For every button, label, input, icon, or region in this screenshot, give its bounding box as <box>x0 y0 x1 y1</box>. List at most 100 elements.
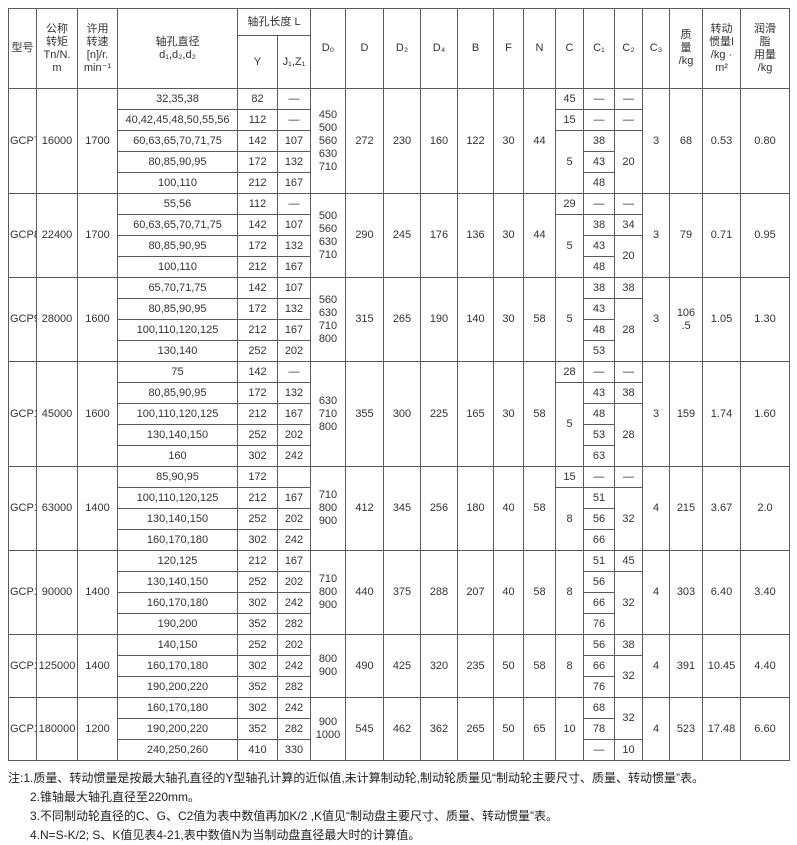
cell-bore: 160,170,180 <box>117 529 238 551</box>
cell-model: GCP8 <box>8 193 37 278</box>
cell-d4: 176 <box>420 193 458 278</box>
cell-n: 58 <box>523 466 556 551</box>
cell-length-y: 82 <box>237 88 278 110</box>
cell-length-j: 202 <box>277 340 311 362</box>
cell-bore: 130,140 <box>117 340 238 362</box>
cell-c2: 32 <box>614 571 643 635</box>
col-header-j: J₁,Z₁ <box>277 35 311 89</box>
table-row: 40,42,45,48,50,55,56 112—15— — <box>9 109 790 131</box>
cell-c1: 76 <box>583 613 615 635</box>
cell-c1: 48 <box>583 403 615 425</box>
cell-bore: 160 <box>117 445 238 467</box>
table-header: 型号 公称 转矩 Tn/N. m 许用 转速 [n]/r. min⁻¹ 轴孔直径… <box>8 8 790 89</box>
cell-c1: 66 <box>583 529 615 551</box>
cell-d4: 160 <box>420 88 458 194</box>
table-row: 130,140 252 202 53 <box>9 340 790 362</box>
cell-length-j: 282 <box>277 718 311 740</box>
col-header-y: Y <box>237 35 278 89</box>
cell-length-y: 302 <box>237 445 278 467</box>
cell-c1: 56 <box>583 571 615 593</box>
cell-model: GCP13 <box>8 634 37 698</box>
col-header-b: B <box>457 8 494 89</box>
cell-c1: 38 <box>583 277 615 299</box>
cell-n: 58 <box>523 634 556 698</box>
cell-length-j: 132 <box>277 382 311 404</box>
cell-d4: 362 <box>420 697 458 761</box>
cell-length-j: 167 <box>277 487 311 509</box>
cell-length-j: 167 <box>277 172 311 194</box>
col-header-bore: 轴孔直径 d₁,d₂,d₂ <box>117 8 238 89</box>
cell-length-j: 107 <box>277 214 311 236</box>
cell-c1: 66 <box>583 655 615 677</box>
col-header-c2: C₂ <box>614 8 643 89</box>
cell-d0: 800 900 <box>310 634 346 698</box>
cell-length-y: 252 <box>237 340 278 362</box>
cell-bore: 80,85,90,95 <box>117 151 238 173</box>
cell-c1: 51 <box>583 487 615 509</box>
cell-c: 5 <box>555 382 584 467</box>
cell-n: 44 <box>523 193 556 278</box>
footnote-2: 2.锥轴最大轴孔直径至220mm。 <box>30 790 201 804</box>
cell-length-y: 302 <box>237 655 278 677</box>
cell-c: 45 <box>555 88 584 110</box>
cell-length-y: 142 <box>237 361 278 383</box>
cell-length-y: 172 <box>237 151 278 173</box>
col-header-torque: 公称 转矩 Tn/N. m <box>36 8 78 89</box>
cell-d2: 425 <box>383 634 421 698</box>
cell-bore: 120,125 <box>117 550 238 572</box>
table-row: 130,140,150 252 202 56 32 <box>9 571 790 635</box>
cell-speed: 1600 <box>77 361 118 467</box>
col-header-d4: D₄ <box>420 8 458 89</box>
cell-length-y: 212 <box>237 550 278 572</box>
table-row: 80,85,90,95 172 132 5 43 38 <box>9 382 790 467</box>
cell-f: 40 <box>493 550 524 635</box>
cell-length-y: 172 <box>237 382 278 404</box>
cell-length-j: 202 <box>277 424 311 446</box>
cell-length-y: 212 <box>237 403 278 425</box>
cell-c2: 32 <box>614 655 643 698</box>
cell-c3: 3 <box>642 277 670 362</box>
cell-c2: 45 <box>614 550 643 572</box>
cell-length-j: — <box>277 88 311 110</box>
cell-c2: 38 <box>614 277 643 299</box>
cell-d2: 230 <box>383 88 421 194</box>
cell-c1: 51 <box>583 550 615 572</box>
cell-mass: 215 <box>669 466 703 551</box>
cell-b: 207 <box>457 550 494 635</box>
cell-grease: 1.30 <box>740 277 790 362</box>
cell-grease: 3.40 <box>740 550 790 635</box>
cell-d4: 225 <box>420 361 458 467</box>
cell-c1: — <box>583 361 615 383</box>
cell-f: 40 <box>493 466 524 551</box>
table-row: 80,85,90,95 172 132 43 <box>9 151 790 173</box>
cell-length-y: 252 <box>237 634 278 656</box>
cell-c2: — <box>614 361 643 383</box>
cell-bore: 160,170,180 <box>117 697 238 719</box>
col-header-d2: D₂ <box>383 8 421 89</box>
cell-speed: 1600 <box>77 277 118 362</box>
cell-c3: 4 <box>642 550 670 635</box>
cell-c3: 3 <box>642 361 670 467</box>
table-row: 100,110,120,125 212 167 8 51 32 <box>9 487 790 551</box>
col-header-grease: 润滑 脂 用量 /kg <box>740 8 790 89</box>
table-row: 160,170,180 302 242 66 <box>9 592 790 614</box>
cell-d: 490 <box>345 634 384 698</box>
cell-inertia: 10.45 <box>702 634 741 698</box>
table-row: 130,140,150 252 202 56 <box>9 508 790 530</box>
cell-length-y: 172 <box>237 466 278 488</box>
footnote-4: 4.N=S-K/2; S、K值见表4-21,表中数值N为当制动盘直径最大时的计算… <box>30 828 421 842</box>
cell-length-j: 242 <box>277 529 311 551</box>
cell-mass: 68 <box>669 88 703 194</box>
cell-d0: 450 500 560 630 710 <box>310 88 346 194</box>
cell-mass: 303 <box>669 550 703 635</box>
cell-length-j: 132 <box>277 235 311 257</box>
table-row: 80,85,90,95 172 132 43 28 <box>9 298 790 362</box>
cell-grease: 1.60 <box>740 361 790 467</box>
cell-bore: 130,140,150 <box>117 424 238 446</box>
col-header-c3: C₃ <box>642 8 670 89</box>
cell-length-j: 107 <box>277 130 311 152</box>
table-row: 100,110 212 167 48 <box>9 256 790 278</box>
cell-length-j: 202 <box>277 634 311 656</box>
cell-length-j: 107 <box>277 277 311 299</box>
